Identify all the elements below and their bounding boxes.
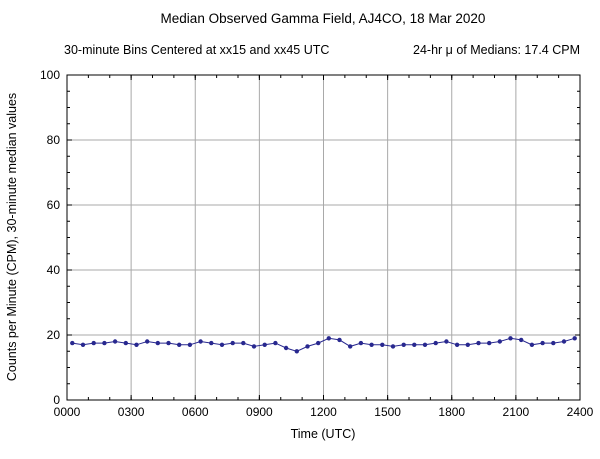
- data-point: [561, 339, 567, 344]
- data-point: [380, 342, 385, 347]
- plot-border: [66, 74, 581, 401]
- data-point: [80, 342, 86, 347]
- y-tick-label: 40: [47, 263, 61, 277]
- y-tick-label: 100: [40, 68, 60, 82]
- x-tick-label: 0900: [246, 405, 273, 419]
- x-tick-label: 1800: [438, 405, 465, 419]
- data-point: [262, 342, 267, 347]
- data-point: [529, 342, 535, 347]
- data-point: [369, 342, 374, 347]
- data-point: [454, 342, 460, 347]
- data-point: [230, 340, 235, 346]
- x-tick-label: 1200: [310, 405, 337, 419]
- data-point: [412, 342, 417, 347]
- data-point: [112, 339, 118, 344]
- data-point: [283, 345, 289, 351]
- data-point: [91, 340, 96, 346]
- data-point: [390, 344, 396, 349]
- data-point: [551, 340, 556, 346]
- y-tick-label: 60: [47, 198, 61, 212]
- data-point: [572, 336, 577, 341]
- y-axis-label: Counts per Minute (CPM), 30-minute media…: [5, 93, 19, 381]
- chart-title: Median Observed Gamma Field, AJ4CO, 18 M…: [161, 11, 486, 26]
- data-point: [123, 340, 128, 346]
- data-point: [145, 339, 150, 344]
- data-point: [155, 340, 160, 346]
- x-tick-label: 0600: [182, 405, 209, 419]
- data-point: [358, 340, 364, 346]
- data-point: [508, 336, 513, 341]
- x-tick-label: 1500: [374, 405, 401, 419]
- data-point: [102, 340, 107, 346]
- x-tick-label: 2100: [503, 405, 530, 419]
- data-point: [198, 339, 203, 344]
- data-point: [219, 342, 225, 347]
- y-tick-label: 0: [53, 393, 60, 407]
- data-point: [540, 340, 545, 346]
- x-tick-label: 2400: [567, 405, 594, 419]
- y-tick-label: 80: [47, 133, 61, 147]
- data-point: [465, 342, 470, 347]
- y-tick-label: 20: [47, 328, 61, 342]
- data-point: [348, 344, 353, 349]
- data-point: [476, 340, 481, 346]
- x-tick-label: 0300: [118, 405, 145, 419]
- data-point: [241, 340, 246, 346]
- data-point: [519, 337, 524, 343]
- x-axis-label: Time (UTC): [291, 427, 356, 441]
- data-point: [497, 339, 502, 344]
- data-point: [337, 337, 342, 343]
- tick-labels: 0000 0300 0600 0900 1200 1500 1800 2100 2400 0 20 4…: [40, 68, 594, 419]
- data-point: [177, 342, 182, 347]
- data-series: [70, 336, 577, 354]
- data-point: [251, 344, 257, 349]
- data-point: [433, 340, 438, 346]
- chart-subtitle-mean: 24-hr μ of Medians: 17.4 CPM: [413, 43, 580, 57]
- data-point: [326, 336, 331, 341]
- x-tick-label: 0000: [54, 405, 81, 419]
- data-point: [401, 342, 406, 347]
- data-point: [444, 339, 449, 344]
- data-point: [487, 340, 492, 346]
- data-point: [294, 349, 299, 354]
- data-point: [316, 340, 321, 346]
- data-point: [209, 340, 214, 346]
- data-point: [70, 340, 75, 346]
- chart-subtitle-bins: 30-minute Bins Centered at xx15 and xx45…: [64, 43, 329, 57]
- data-point: [166, 340, 171, 346]
- data-point: [187, 342, 193, 347]
- data-point: [134, 342, 139, 347]
- data-point: [422, 342, 428, 347]
- grid-lines: [67, 75, 580, 400]
- data-point: [305, 344, 310, 349]
- data-point: [273, 340, 278, 346]
